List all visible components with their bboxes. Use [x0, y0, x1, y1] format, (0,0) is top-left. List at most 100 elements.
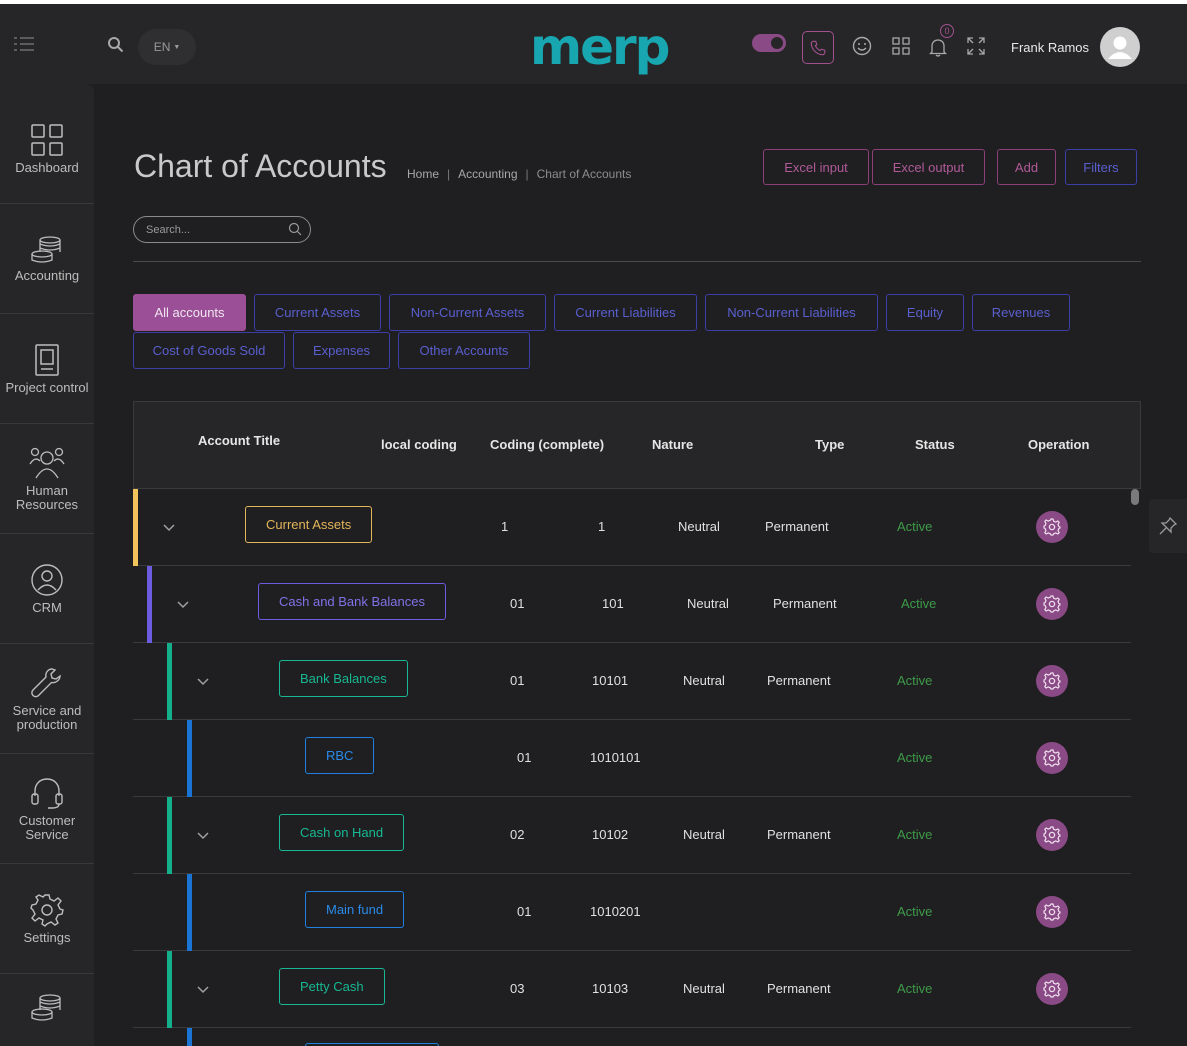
phone-icon — [810, 40, 826, 55]
column-coding-complete[interactable]: Coding (complete) — [490, 437, 605, 452]
sidebar-item-dashboard[interactable]: Dashboard — [0, 94, 94, 204]
filter-non-current-assets[interactable]: Non-Current Assets — [389, 294, 546, 331]
filter-expenses[interactable]: Expenses — [293, 332, 390, 369]
sidebar-item-customer-service[interactable]: Customer Service — [0, 754, 94, 864]
filter-revenues[interactable]: Revenues — [972, 294, 1070, 331]
nature-value: Neutral — [683, 981, 725, 996]
local-coding: 02 — [510, 827, 525, 842]
smiley-icon[interactable] — [851, 35, 873, 57]
search-icon[interactable] — [105, 34, 125, 54]
apps-grid-icon[interactable] — [891, 36, 911, 56]
excel-input-button[interactable]: Excel input — [763, 149, 869, 185]
gear-icon — [1043, 672, 1061, 690]
account-tag[interactable]: RBC — [305, 737, 375, 774]
crm-circle-icon — [31, 563, 63, 596]
table-scrollbar[interactable] — [1131, 489, 1139, 505]
theme-toggle[interactable] — [752, 34, 786, 52]
chevron-down-icon[interactable] — [177, 596, 189, 614]
operation-gear-button[interactable] — [1036, 665, 1068, 697]
filter-non-current-liabilities[interactable]: Non-Current Liabilities — [705, 294, 878, 331]
add-button[interactable]: Add — [997, 149, 1056, 185]
chevron-down-icon[interactable] — [197, 981, 209, 999]
pin-button[interactable] — [1149, 499, 1187, 553]
nature-value: Neutral — [683, 827, 725, 842]
table-row: Current Assets 1 1 Neutral Permanent Act… — [133, 489, 1131, 566]
status-badge: Active — [897, 673, 933, 688]
menu-list-icon[interactable] — [12, 34, 36, 54]
sidebar-item-service-production[interactable]: Service and production — [0, 644, 94, 754]
type-value: Permanent — [767, 673, 831, 688]
user-name[interactable]: Frank Ramos — [1011, 40, 1090, 55]
operation-gear-button[interactable] — [1036, 896, 1068, 928]
search-input[interactable] — [146, 221, 286, 239]
account-tag[interactable]: Bank Balances — [279, 660, 408, 697]
notification-badge: 0 — [940, 24, 954, 38]
breadcrumb-home[interactable]: Home — [407, 167, 440, 181]
sidebar-item-label: Service and production — [12, 702, 82, 732]
level-indicator — [167, 643, 172, 720]
filter-all-accounts[interactable]: All accounts — [133, 294, 246, 331]
status-badge: Active — [897, 519, 933, 534]
coins-stack-icon — [31, 994, 61, 1021]
filter-equity[interactable]: Equity — [886, 294, 964, 331]
operation-gear-button[interactable] — [1036, 973, 1068, 1005]
account-tag[interactable]: Current Assets — [245, 506, 373, 543]
sidebar-item-settings[interactable]: Settings — [0, 864, 94, 974]
account-tag-partial — [305, 1043, 439, 1046]
phone-button[interactable] — [802, 31, 834, 64]
sidebar-item-human-resources[interactable]: Human Resources — [0, 424, 94, 534]
sidebar-item-accounting[interactable]: Accounting — [0, 204, 94, 314]
operation-gear-button[interactable] — [1036, 742, 1068, 774]
filter-cost-of-goods-sold[interactable]: Cost of Goods Sold — [133, 332, 285, 369]
bell-icon[interactable] — [928, 36, 948, 58]
sidebar-item-more[interactable] — [0, 974, 94, 1046]
caret-down-icon: ▼ — [173, 43, 181, 51]
breadcrumb-accounting[interactable]: Accounting — [458, 167, 518, 181]
complete-coding: 101 — [602, 596, 624, 611]
nature-value: Neutral — [683, 673, 725, 688]
level-indicator — [133, 489, 138, 566]
column-nature[interactable]: Nature — [652, 437, 694, 452]
fullscreen-icon[interactable] — [966, 36, 986, 56]
filters-button[interactable]: Filters — [1065, 149, 1137, 185]
dashboard-grid-icon — [31, 123, 63, 156]
pin-icon — [1159, 516, 1178, 535]
local-coding: 01 — [517, 750, 532, 765]
avatar[interactable] — [1100, 27, 1140, 67]
level-indicator — [187, 720, 192, 797]
clipboard-icon — [35, 343, 59, 376]
operation-gear-button[interactable] — [1036, 511, 1068, 543]
sidebar-item-crm[interactable]: CRM — [0, 534, 94, 644]
filter-current-liabilities[interactable]: Current Liabilities — [554, 294, 697, 331]
column-account-title[interactable]: Account Title — [198, 433, 281, 448]
account-tag[interactable]: Cash and Bank Balances — [258, 583, 446, 620]
column-status[interactable]: Status — [915, 437, 955, 452]
language-selector[interactable]: EN ▼ — [138, 29, 196, 65]
account-tag[interactable]: Cash on Hand — [279, 814, 405, 851]
sidebar: Dashboard Accounting Project control Hum… — [0, 84, 94, 1046]
account-tag[interactable]: Petty Cash — [279, 968, 385, 1005]
excel-output-button[interactable]: Excel output — [872, 149, 985, 185]
level-indicator — [167, 951, 172, 1028]
wrench-icon — [31, 667, 61, 697]
complete-coding: 10103 — [592, 981, 629, 996]
sidebar-item-project-control[interactable]: Project control — [0, 314, 94, 424]
column-type[interactable]: Type — [815, 437, 845, 452]
chevron-down-icon[interactable] — [197, 673, 209, 691]
status-badge: Active — [897, 750, 933, 765]
column-operation: Operation — [1028, 437, 1090, 452]
merp-logo[interactable]: merp — [530, 18, 670, 76]
coins-stack-icon — [31, 235, 61, 263]
table-row: Cash and Bank Balances 01 101 Neutral Pe… — [133, 566, 1131, 643]
chevron-down-icon[interactable] — [197, 827, 209, 845]
table-header: Account Title local coding Coding (compl… — [133, 401, 1141, 489]
page-title: Chart of Accounts — [134, 148, 387, 184]
operation-gear-button[interactable] — [1036, 588, 1068, 620]
filter-other-accounts[interactable]: Other Accounts — [398, 332, 530, 369]
chevron-down-icon[interactable] — [163, 519, 175, 537]
column-local-coding[interactable]: local coding — [381, 437, 457, 452]
account-tag[interactable]: Main fund — [305, 891, 405, 928]
search-icon[interactable] — [288, 222, 302, 236]
filter-current-assets[interactable]: Current Assets — [254, 294, 381, 331]
operation-gear-button[interactable] — [1036, 819, 1068, 851]
